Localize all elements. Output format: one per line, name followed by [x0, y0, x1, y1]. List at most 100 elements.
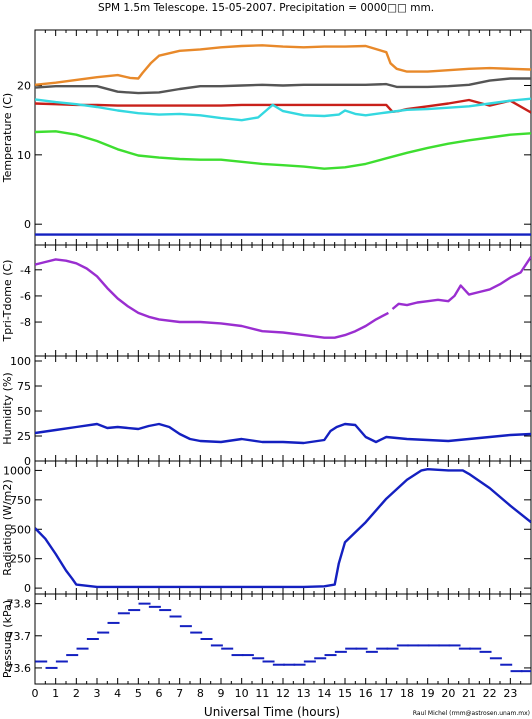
x-tick-label: 23	[503, 687, 517, 700]
series-line-4	[35, 130, 531, 170]
data-point	[148, 605, 161, 608]
x-tick-label: 10	[235, 687, 249, 700]
series-line-3	[35, 97, 531, 122]
series-line-0	[35, 258, 389, 339]
y-tick-label: 73.7	[7, 630, 32, 643]
chart-title: SPM 1.5m Telescope. 15-05-2007. Precipit…	[98, 2, 434, 14]
data-point	[283, 663, 296, 666]
data-point	[241, 654, 254, 657]
x-tick-label: 16	[359, 687, 373, 700]
data-point	[479, 650, 492, 653]
plot-area	[35, 256, 531, 339]
y-tick-label: 10	[17, 149, 31, 162]
x-tick-label: 17	[379, 687, 393, 700]
data-point	[128, 609, 141, 612]
y-tick-label: 100	[10, 355, 31, 368]
y-tick-label: 73.6	[7, 662, 32, 675]
y-tick-label: 50	[17, 405, 31, 418]
data-point	[272, 663, 285, 666]
series-line-1	[391, 256, 531, 310]
data-point	[345, 647, 358, 650]
x-tick-label: 12	[276, 687, 290, 700]
x-tick-label: 9	[218, 687, 225, 700]
data-point	[66, 654, 79, 657]
data-point	[417, 644, 430, 647]
panel-2: 0 25 50 75 100 Humidity (%)	[1, 355, 532, 468]
data-point	[407, 644, 420, 647]
y-tick-label: 1000	[3, 464, 31, 477]
data-point	[210, 644, 223, 647]
data-point	[190, 631, 203, 634]
data-point	[355, 647, 368, 650]
plot-area	[35, 602, 531, 673]
data-point	[303, 660, 316, 663]
panel-frame	[34, 460, 532, 595]
data-point	[489, 657, 502, 660]
data-point	[314, 657, 327, 660]
x-tick-label: 14	[317, 687, 331, 700]
y-tick-label: 0	[24, 582, 31, 595]
y-tick-label: 0	[24, 218, 31, 231]
data-point	[334, 650, 347, 653]
data-point	[293, 663, 306, 666]
data-point	[520, 670, 531, 673]
y-tick-label: 73.8	[7, 598, 32, 611]
data-point	[231, 654, 244, 657]
data-point	[500, 663, 513, 666]
data-point	[252, 657, 265, 660]
y-tick-label: -4	[20, 264, 31, 277]
data-point	[510, 670, 523, 673]
y-tick-label: 25	[17, 430, 31, 443]
data-point	[262, 660, 275, 663]
plot-area	[35, 44, 531, 236]
x-tick-label: 7	[176, 687, 183, 700]
x-tick-label: 6	[156, 687, 163, 700]
y-axis-label: Radiation (W/m2)	[1, 479, 14, 575]
panel-frame	[34, 244, 532, 357]
series-line-0	[35, 468, 531, 589]
x-tick-label: 21	[462, 687, 476, 700]
data-point	[221, 647, 234, 650]
data-point	[45, 666, 58, 669]
x-axis-label: Universal Time (hours)	[204, 705, 340, 719]
data-point	[138, 602, 151, 605]
data-point	[107, 621, 120, 624]
x-tick-label: 1	[52, 687, 59, 700]
y-tick-label: 75	[17, 380, 31, 393]
x-tick-label: 2	[73, 687, 80, 700]
y-tick-label: 750	[10, 494, 31, 507]
data-point	[469, 647, 482, 650]
data-point	[448, 644, 461, 647]
data-point	[376, 647, 389, 650]
x-tick-label: 4	[114, 687, 121, 700]
y-axis-label: Pressure (kPa)	[1, 600, 14, 678]
panel-1: -8 -6 -4 Tpri-Tdome (C)	[1, 244, 532, 357]
y-tick-label: 0	[24, 455, 31, 468]
x-tick-label: 20	[441, 687, 455, 700]
x-tick-label: 11	[255, 687, 269, 700]
x-tick-label: 15	[338, 687, 352, 700]
y-axis-label: Tpri-Tdome (C)	[1, 260, 14, 343]
plot-area	[35, 422, 531, 445]
x-tick-label: 3	[94, 687, 101, 700]
y-tick-label: -6	[20, 290, 31, 303]
x-tick-label: 18	[400, 687, 414, 700]
series-line-1	[35, 77, 531, 95]
data-point	[438, 644, 451, 647]
data-point	[200, 638, 213, 640]
panel-frame	[34, 29, 532, 246]
series-line-0	[35, 422, 531, 445]
series-line-2	[35, 98, 531, 114]
data-point	[324, 654, 337, 657]
credit-text: Raul Michel (rmm@astrosen.unam.mx)	[413, 710, 530, 717]
data-point	[396, 644, 409, 647]
y-tick-label: 500	[10, 523, 31, 536]
x-tick-label: 19	[421, 687, 435, 700]
x-tick-label: 0	[32, 687, 39, 700]
data-point	[458, 647, 471, 650]
y-tick-label: -8	[20, 316, 31, 329]
plot-area	[35, 468, 531, 589]
